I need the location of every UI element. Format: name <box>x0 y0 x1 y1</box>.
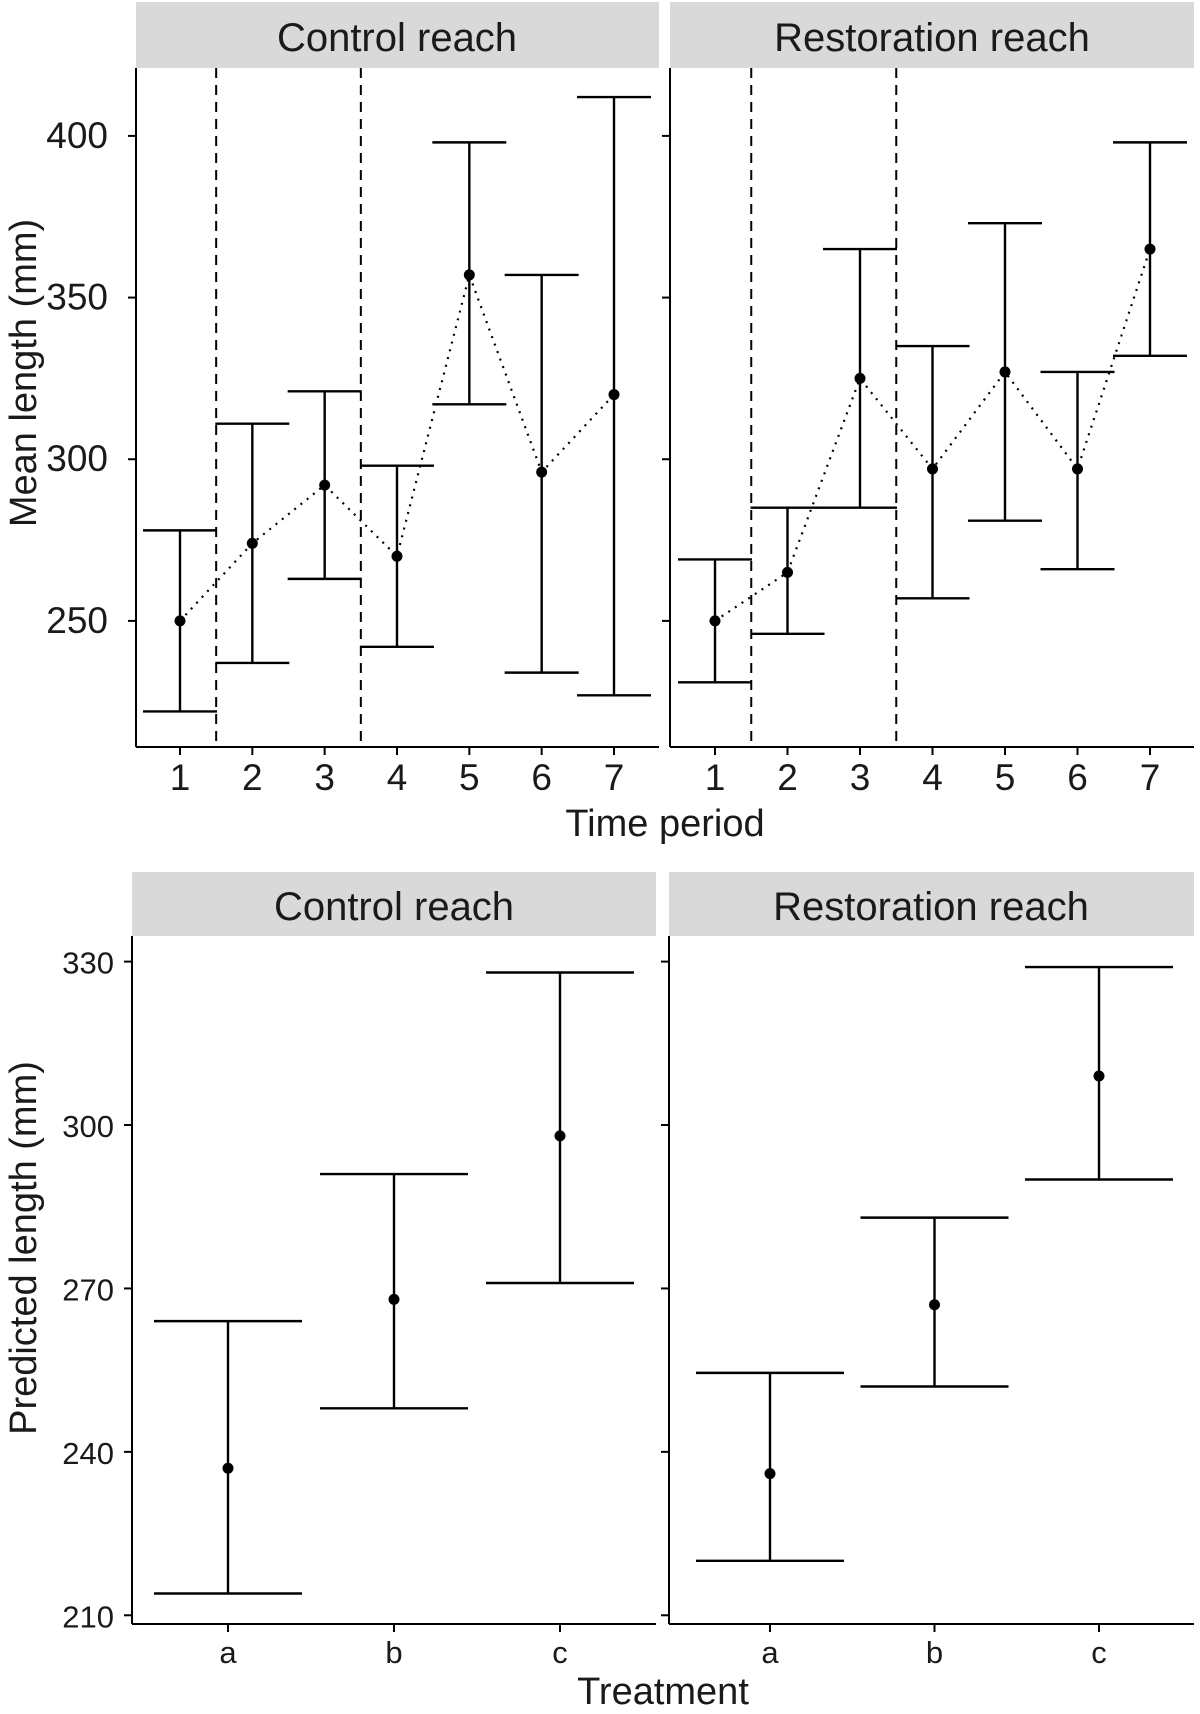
x-tick-label: b <box>926 1635 943 1670</box>
data-point <box>1072 463 1083 475</box>
data-point <box>391 550 403 562</box>
y-tick-label: 350 <box>46 277 108 318</box>
x-tick-label: 4 <box>387 757 408 798</box>
x-tick-label: 6 <box>531 757 552 798</box>
data-point <box>536 466 548 478</box>
x-tick-label: 5 <box>459 757 480 798</box>
y-tick-label: 400 <box>46 115 108 156</box>
x-tick-label: 4 <box>922 757 943 798</box>
top-x-axis-title: Time period <box>565 803 764 845</box>
data-point <box>782 566 793 578</box>
top-left-strip <box>136 2 659 68</box>
x-tick-label: a <box>219 1635 237 1670</box>
data-point <box>388 1293 400 1305</box>
top-right-strip <box>670 2 1194 68</box>
plot-panel-control-time: 250 300 350 400 1 2 3 4 5 6 7 <box>46 68 659 798</box>
data-point <box>999 366 1011 378</box>
bottom-row: Control reach Restoration reach Predicte… <box>3 872 1194 1713</box>
y-tick-label: 330 <box>62 946 114 981</box>
top-y-axis-title: Mean length (mm) <box>3 219 45 527</box>
bottom-x-axis-title: Treatment <box>577 1671 749 1713</box>
x-tick-label: 3 <box>850 757 871 798</box>
x-tick-label: c <box>1091 1635 1107 1670</box>
y-tick-label: 240 <box>62 1436 114 1471</box>
data-point <box>929 1299 940 1311</box>
top-row: Control reach Restoration reach Mean len… <box>3 2 1194 845</box>
data-point <box>1144 243 1156 255</box>
data-point <box>463 269 475 281</box>
bottom-left-strip <box>132 872 656 936</box>
plot-panel-restoration-time: 1 2 3 4 5 6 7 <box>662 68 1194 798</box>
data-point <box>174 615 186 627</box>
y-tick-label: 250 <box>46 600 108 641</box>
bottom-y-axis-title: Predicted length (mm) <box>3 1061 45 1435</box>
x-tick-label: 1 <box>705 757 726 798</box>
data-point <box>764 1468 776 1480</box>
plot-panel-control-treatment: 210 240 270 300 330 a b c <box>62 936 656 1670</box>
x-tick-label: c <box>552 1635 568 1670</box>
x-tick-label: 5 <box>995 757 1016 798</box>
x-tick-label: 2 <box>777 757 798 798</box>
x-tick-label: 3 <box>314 757 335 798</box>
y-tick-label: 300 <box>62 1109 114 1144</box>
data-point <box>608 389 620 401</box>
y-tick-label: 210 <box>62 1599 114 1634</box>
data-point <box>709 615 721 627</box>
x-tick-label: 7 <box>1140 757 1161 798</box>
x-tick-label: 7 <box>604 757 625 798</box>
bottom-right-strip-label: Restoration reach <box>773 885 1089 929</box>
x-tick-label: a <box>761 1635 779 1670</box>
x-tick-label: 6 <box>1067 757 1088 798</box>
data-point <box>1093 1070 1105 1082</box>
top-left-strip-label: Control reach <box>277 16 517 60</box>
data-point <box>246 537 258 549</box>
x-tick-label: b <box>385 1635 402 1670</box>
y-tick-label: 300 <box>46 438 108 479</box>
data-point <box>319 479 331 491</box>
x-tick-label: 2 <box>242 757 263 798</box>
bottom-left-strip-label: Control reach <box>274 885 514 929</box>
data-point <box>222 1462 234 1474</box>
plot-panel-restoration-treatment: a b c <box>661 936 1194 1670</box>
data-point <box>854 372 866 384</box>
top-right-strip-label: Restoration reach <box>774 16 1090 60</box>
bottom-right-strip <box>669 872 1194 936</box>
x-tick-label: 1 <box>170 757 191 798</box>
data-point <box>554 1130 566 1142</box>
y-tick-label: 270 <box>62 1272 114 1307</box>
data-point <box>927 463 938 475</box>
